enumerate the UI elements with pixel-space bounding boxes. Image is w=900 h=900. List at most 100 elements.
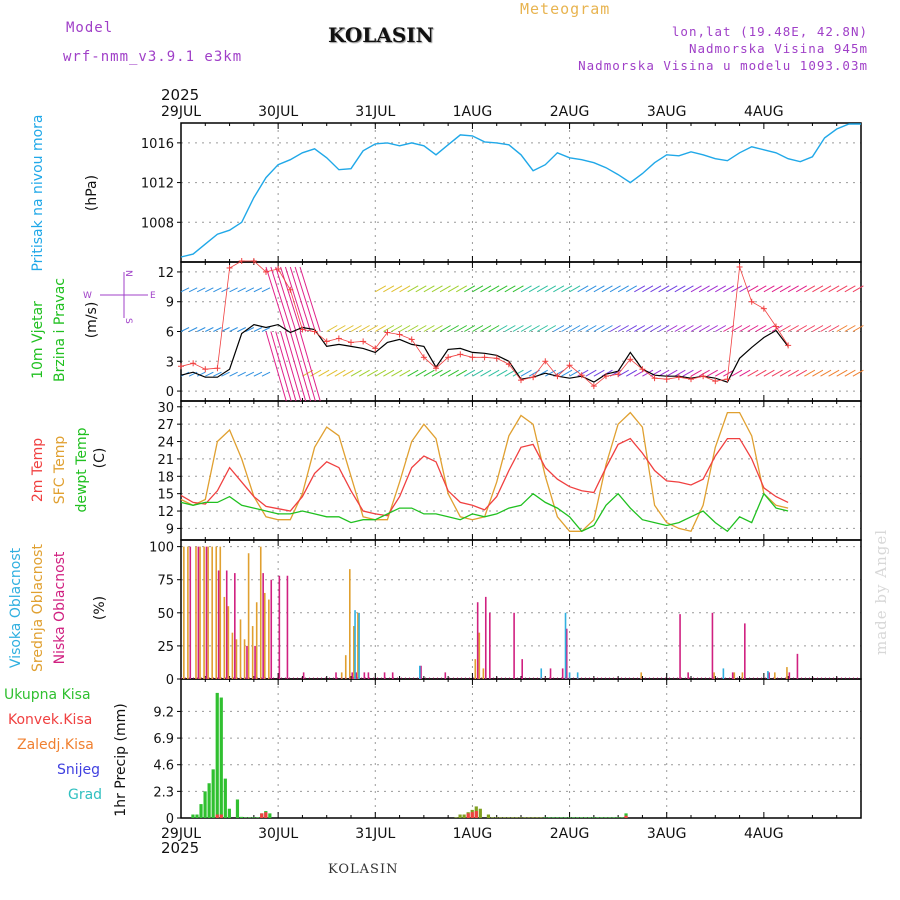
precip-bar-total	[571, 817, 576, 818]
wind-barb	[617, 325, 629, 332]
wind-barb	[844, 285, 856, 293]
wind-barb	[698, 285, 710, 293]
date-label-bottom: 4AUG	[744, 826, 784, 842]
wind-barb	[407, 325, 419, 332]
wind-barb	[294, 266, 316, 332]
wind-barb	[480, 285, 492, 293]
wind-barb	[265, 266, 287, 332]
wind-barb	[196, 371, 206, 377]
wind-barb	[350, 325, 362, 332]
wind-barb	[391, 369, 403, 377]
wind-barb	[804, 369, 816, 377]
temp-side-label-2: SFC Temp	[52, 436, 68, 505]
clouds-ytick-label: 100	[149, 541, 174, 556]
wind-barb	[431, 369, 443, 377]
wind-ytick-label: 3	[166, 355, 174, 370]
precip-bar-total	[268, 813, 272, 818]
wind-barb	[609, 325, 621, 332]
precip-bar-total	[579, 817, 584, 818]
wind-barb	[828, 285, 840, 293]
wind-barb	[585, 369, 597, 377]
wind-barb	[447, 285, 459, 293]
wind-barb	[674, 369, 686, 377]
wind-barb	[265, 331, 287, 402]
wind-barb	[698, 325, 710, 332]
temperature-ytick-label: 18	[157, 470, 174, 485]
wind-barb	[253, 371, 263, 377]
wind-barb	[221, 287, 230, 293]
wind-barb	[358, 369, 370, 377]
wind-barb	[706, 369, 718, 377]
wind-barb	[650, 285, 662, 293]
precip-bar-total	[588, 817, 592, 818]
wind-barb	[512, 369, 524, 377]
wind-barb	[504, 285, 516, 293]
wind-barb	[439, 325, 451, 332]
wind-barb	[609, 285, 621, 293]
wind-barb	[407, 369, 419, 377]
temp-side-label-1: 2m Temp	[30, 438, 46, 502]
wind-barb	[439, 369, 451, 377]
wind-barb	[771, 285, 783, 293]
precip-bar-total	[612, 817, 616, 818]
date-label-top: 3AUG	[647, 104, 687, 120]
wind-barb	[520, 325, 532, 332]
precip-bar-total	[256, 817, 260, 818]
precip-bar-total	[535, 817, 539, 818]
wind-barb	[326, 325, 338, 332]
wind-barb	[852, 325, 864, 332]
wind-barb	[755, 369, 767, 377]
wind-barb	[229, 287, 238, 293]
precip-bar-total	[511, 817, 515, 818]
wind-barb	[455, 285, 468, 293]
wind-barb	[706, 325, 718, 332]
precip-bar-total	[539, 817, 543, 818]
compass-west: W	[83, 291, 92, 301]
wind-barb	[812, 369, 824, 377]
wind-barb	[763, 325, 775, 332]
precip-bar-total	[494, 817, 499, 818]
wind-barb	[391, 325, 403, 332]
wind-barb	[561, 369, 573, 377]
wind-barb	[415, 369, 427, 377]
compass-east: E	[150, 291, 156, 301]
wind-barb	[553, 285, 565, 293]
wind-barb	[528, 285, 540, 293]
wind-barb	[229, 327, 238, 332]
precip-bar-total	[519, 817, 523, 818]
wind-barb	[284, 331, 307, 402]
date-label-bottom: 2AUG	[550, 826, 590, 842]
wind-barb	[358, 325, 370, 332]
wind-barb	[261, 327, 271, 332]
temperature-ytick-label: 27	[157, 418, 174, 433]
wind-barb	[617, 285, 629, 293]
precip-bar-total	[486, 814, 491, 818]
wind-barb	[439, 285, 451, 293]
wind-barb	[423, 369, 435, 377]
temperature-ytick-label: 15	[157, 488, 174, 503]
precip-bar-total	[592, 817, 596, 818]
wind-barb	[666, 369, 678, 377]
wind-barb	[455, 325, 468, 332]
wind-barb	[496, 325, 508, 332]
wind-compass: W E N S	[83, 270, 156, 324]
precip-bar-conv	[466, 813, 470, 818]
wind-barb	[237, 327, 246, 332]
wind-barb	[229, 371, 238, 377]
wind-barb	[213, 371, 222, 377]
wind-barb	[690, 285, 702, 293]
date-label-top: 1AUG	[453, 104, 493, 120]
wind-barb	[650, 325, 662, 332]
temperature-ytick-label: 12	[157, 505, 174, 520]
precip-bar-total	[527, 817, 531, 818]
wind-barb	[334, 369, 346, 377]
wind-barb	[666, 285, 678, 293]
precip-ytick-label: 0	[166, 812, 174, 827]
precip-bar-total	[555, 817, 559, 818]
wind-barb	[342, 369, 354, 377]
compass-south: S	[123, 318, 133, 324]
cloud-side-label-2: Srednja Oblacnost	[30, 544, 46, 672]
wind-barb	[455, 369, 468, 377]
wind-barb	[601, 285, 613, 293]
wind-barb	[731, 285, 743, 293]
